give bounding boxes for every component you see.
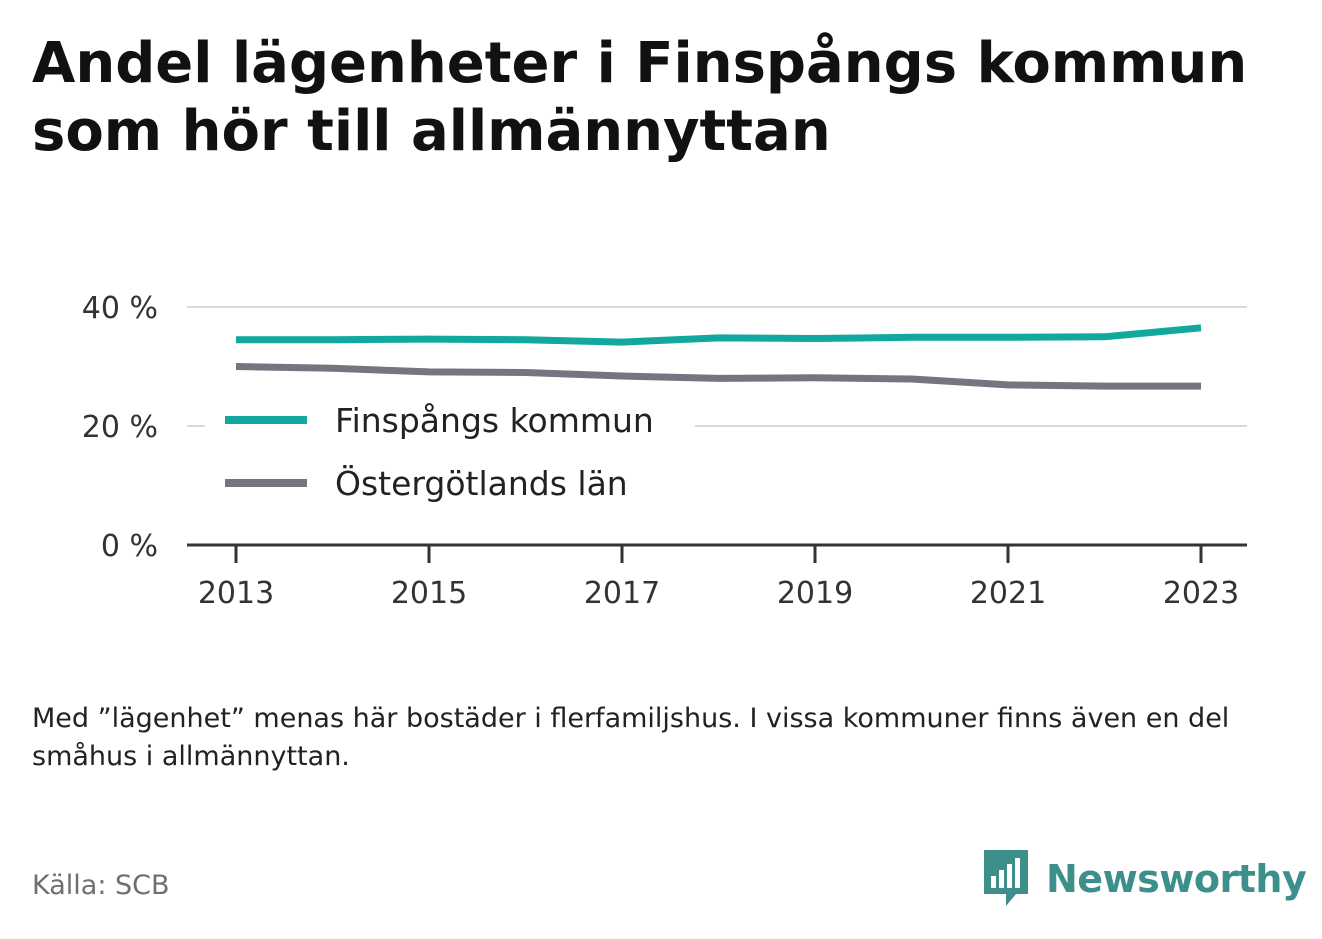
y-tick-label: 0 % — [101, 529, 158, 564]
series-lines — [235, 324, 1202, 390]
x-tick-label: 2021 — [970, 576, 1046, 611]
newsworthy-logo-icon — [984, 850, 1028, 906]
series-line-finspångs-kommun — [236, 324, 1202, 346]
y-axis-ticks: 0 % 20 % 40 % — [82, 291, 158, 564]
y-tick-label: 20 % — [82, 410, 158, 445]
legend-background — [205, 392, 695, 520]
brand-name: Newsworthy — [1046, 857, 1307, 901]
legend-label: Östergötlands län — [335, 463, 628, 503]
brand-logo[interactable]: Newsworthy — [982, 848, 1307, 910]
legend-label: Finspångs kommun — [335, 401, 654, 440]
x-tick-label: 2019 — [777, 576, 853, 611]
line-chart: 0 % 20 % 40 % 2013 2015 2017 2019 2021 2023 Fin… — [82, 291, 1247, 611]
source-label: Källa: SCB — [32, 870, 170, 901]
y-tick-label: 40 % — [82, 291, 158, 326]
x-tick-label: 2015 — [391, 576, 467, 611]
x-tick-label: 2013 — [198, 576, 274, 611]
x-axis-ticks: 2013 2015 2017 2019 2021 2023 — [198, 545, 1239, 611]
chart-title: Andel lägenheter i Finspångs kommun som … — [32, 31, 1248, 164]
series-line-östergötlands-län — [235, 363, 1201, 390]
x-tick-label: 2023 — [1163, 576, 1239, 611]
x-tick-label: 2017 — [584, 576, 660, 611]
legend: Finspångs kommun Östergötlands län — [205, 392, 695, 520]
chart-note: Med ”lägenhet” menas här bostäder i fler… — [32, 703, 1230, 772]
